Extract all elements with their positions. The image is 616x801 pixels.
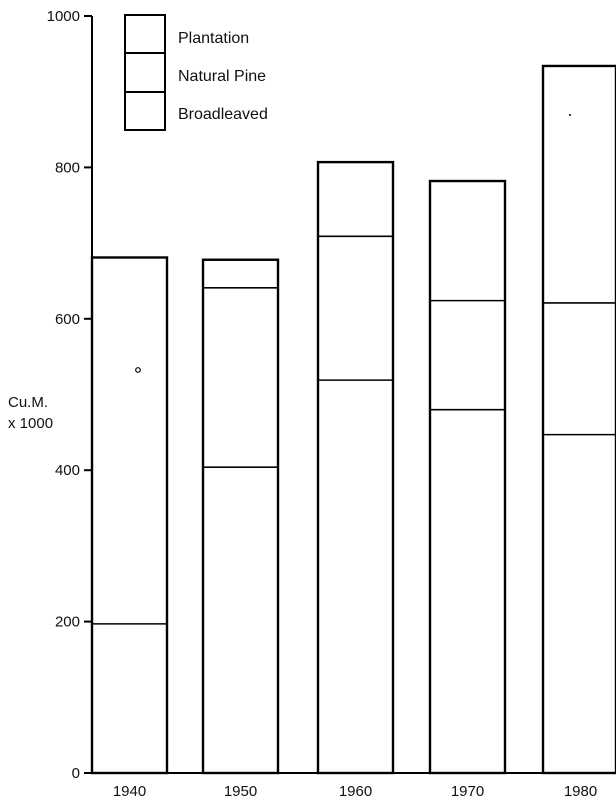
x-tick-label-1980: 1980 xyxy=(564,783,597,800)
bar-1970 xyxy=(428,179,507,775)
x-tick-label-1970: 1970 xyxy=(451,783,484,800)
legend-label-natural-pine: Natural Pine xyxy=(178,68,266,85)
legend: Plantation Natural Pine Broadleaved xyxy=(124,14,268,131)
x-tick-labels: 1940 1950 1960 1970 1980 xyxy=(113,783,597,800)
legend-label-broadleaved: Broadleaved xyxy=(178,106,268,123)
x-tick-label-1940: 1940 xyxy=(113,783,146,800)
legend-swatch-broadleaved xyxy=(124,91,166,131)
y-tick-label-200: 200 xyxy=(55,614,80,631)
y-axis-title-line1: Cu.M. xyxy=(8,394,48,411)
y-axis-title-line2: x 1000 xyxy=(8,415,53,432)
bar-1960 xyxy=(316,160,395,775)
bar-1980 xyxy=(541,64,616,775)
y-tick-label-600: 600 xyxy=(55,311,80,328)
y-tick-label-0: 0 xyxy=(72,765,80,782)
legend-swatch-plantation xyxy=(124,14,166,54)
legend-label-plantation: Plantation xyxy=(178,30,249,47)
y-tick-label-1000: 1000 xyxy=(47,8,80,25)
y-tick-label-400: 400 xyxy=(55,462,80,479)
y-ticks: 0 200 400 600 800 1000 xyxy=(47,8,92,782)
bars xyxy=(90,64,616,775)
x-tick-label-1950: 1950 xyxy=(224,783,257,800)
x-tick-label-1960: 1960 xyxy=(339,783,372,800)
bar-1950 xyxy=(201,258,280,775)
speck-dot xyxy=(569,114,571,116)
y-tick-label-800: 800 xyxy=(55,159,80,176)
bar-1940 xyxy=(90,256,169,775)
legend-swatch-natural-pine xyxy=(124,52,166,93)
speck-mark xyxy=(135,367,141,373)
